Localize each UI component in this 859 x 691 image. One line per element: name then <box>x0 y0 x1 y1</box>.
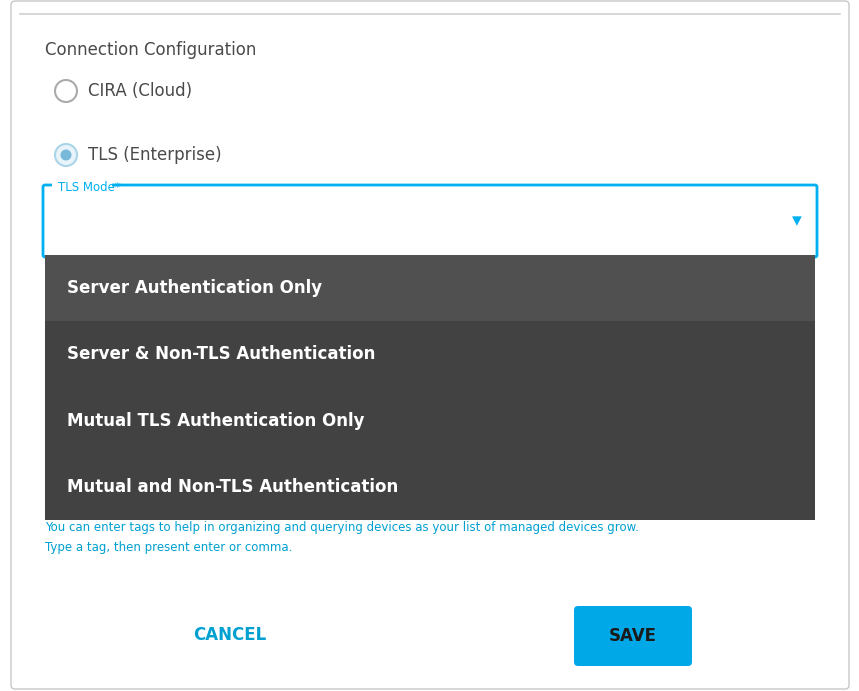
FancyBboxPatch shape <box>43 185 817 257</box>
Text: You can enter tags to help in organizing and querying devices as your list of ma: You can enter tags to help in organizing… <box>45 520 639 533</box>
Text: TLS (Enterprise): TLS (Enterprise) <box>88 146 222 164</box>
Text: CANCEL: CANCEL <box>193 626 266 644</box>
Text: Mutual TLS Authentication Only: Mutual TLS Authentication Only <box>67 412 364 430</box>
Text: SAVE: SAVE <box>609 627 657 645</box>
Circle shape <box>55 144 77 166</box>
FancyBboxPatch shape <box>52 179 112 195</box>
Text: Type a tag, then present enter or comma.: Type a tag, then present enter or comma. <box>45 540 292 553</box>
Text: Mutual and Non-TLS Authentication: Mutual and Non-TLS Authentication <box>67 478 399 496</box>
Circle shape <box>60 149 71 160</box>
Text: Server & Non-TLS Authentication: Server & Non-TLS Authentication <box>67 346 375 363</box>
FancyBboxPatch shape <box>574 606 692 666</box>
Circle shape <box>55 80 77 102</box>
Text: ▾: ▾ <box>792 211 801 231</box>
Text: TLS Mode*: TLS Mode* <box>58 180 121 193</box>
Text: Connection Configuration: Connection Configuration <box>45 41 256 59</box>
FancyBboxPatch shape <box>11 1 849 689</box>
Bar <box>45 255 815 520</box>
Text: Server Authentication Only: Server Authentication Only <box>67 279 322 297</box>
Text: CIRA (Cloud): CIRA (Cloud) <box>88 82 192 100</box>
Bar <box>45 255 815 321</box>
